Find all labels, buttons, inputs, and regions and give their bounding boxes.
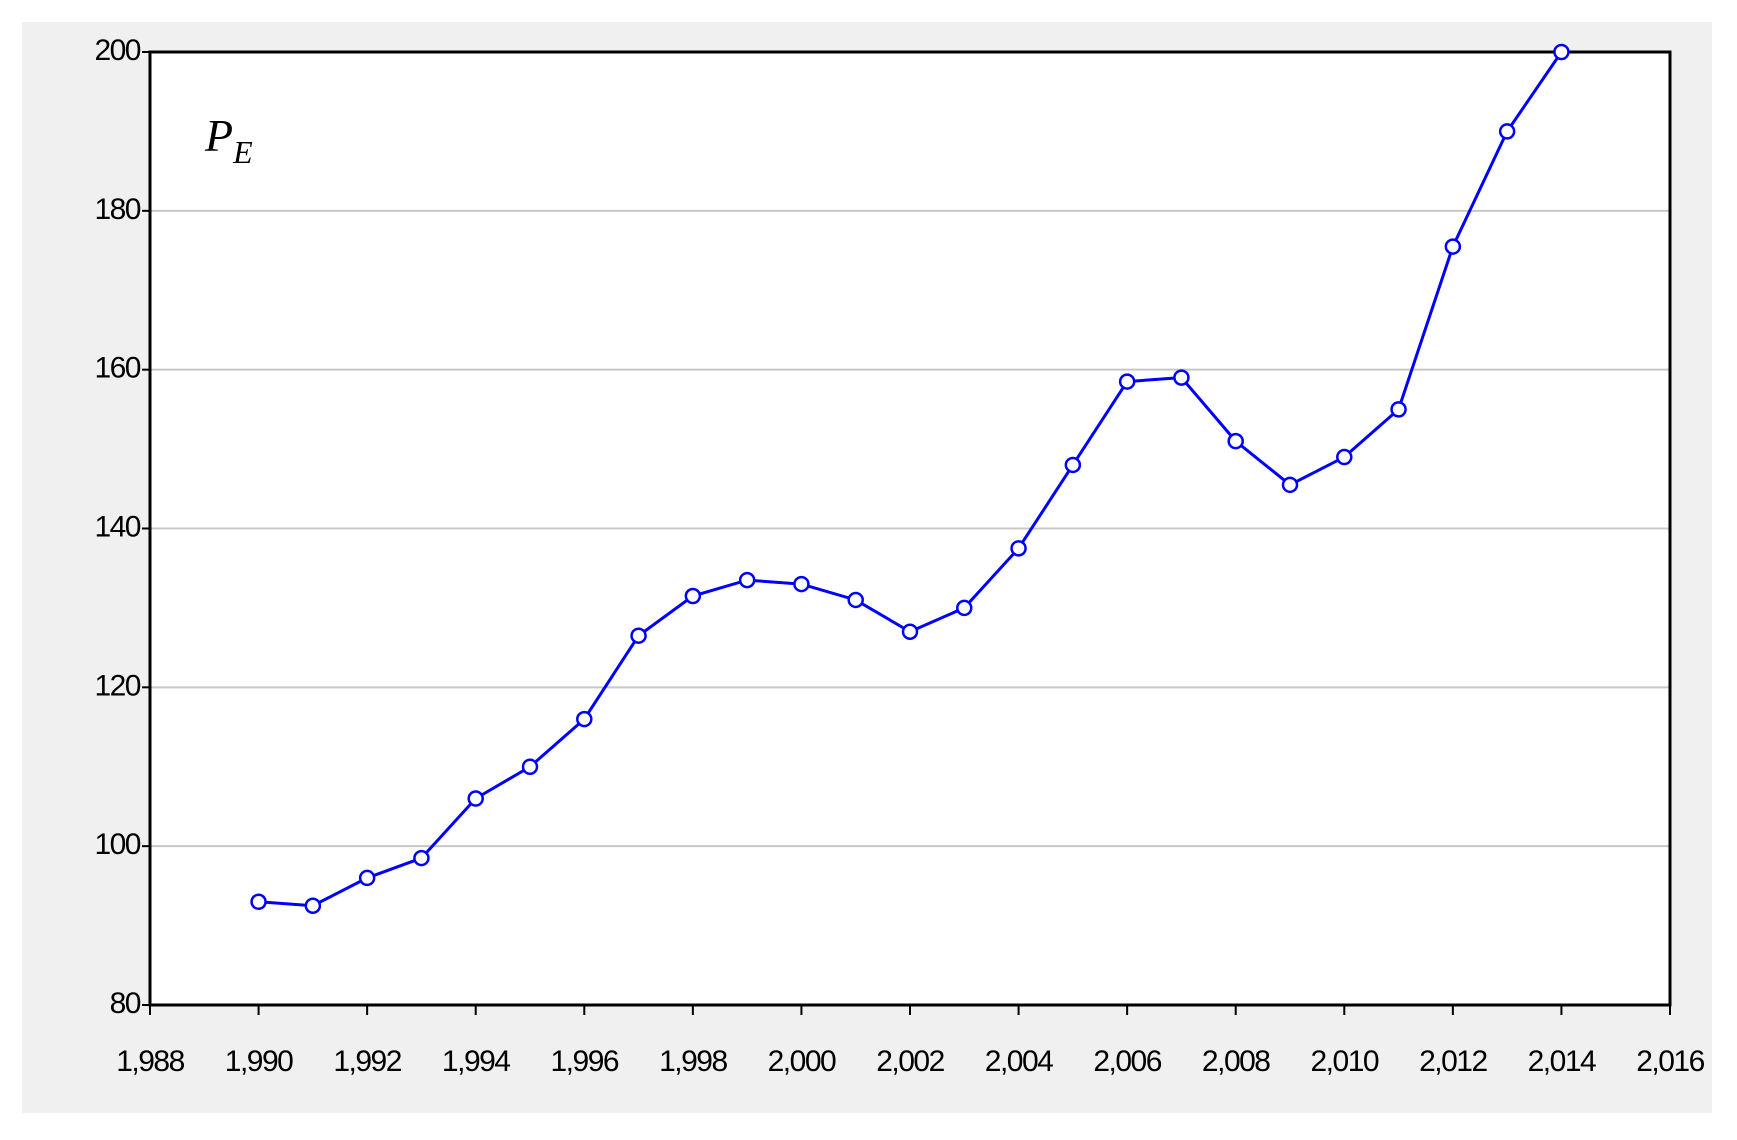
data-point: [1281, 476, 1299, 494]
x-tick-label: 2,012: [1419, 1045, 1487, 1078]
data-point: [1227, 432, 1244, 450]
data-point: [1336, 448, 1353, 466]
y-tick-label: 140: [94, 510, 140, 543]
x-tick-label: 1,992: [333, 1045, 401, 1078]
annotation-text: P: [204, 110, 233, 161]
x-tick-label: 1,988: [116, 1045, 184, 1078]
data-point: [684, 587, 702, 605]
data-point: [413, 849, 430, 867]
data-point: [738, 571, 756, 589]
data-point: [793, 575, 810, 593]
y-tick-label: 160: [94, 352, 140, 385]
x-tick-label: 2,008: [1202, 1045, 1270, 1078]
data-point: [1173, 369, 1190, 386]
x-tick-label: 2,002: [876, 1045, 944, 1078]
x-tick-label: 2,016: [1636, 1045, 1704, 1078]
data-point: [956, 599, 973, 617]
data-point: [576, 710, 593, 728]
x-tick-label: 1,998: [659, 1045, 727, 1078]
data-point: [1498, 123, 1516, 140]
data-point: [630, 627, 647, 644]
data-point: [467, 790, 484, 807]
x-tick-label: 1,996: [550, 1045, 618, 1078]
data-point: [304, 897, 322, 914]
x-tick-label: 2,014: [1528, 1045, 1596, 1078]
x-tick-label: 2,010: [1310, 1045, 1378, 1078]
x-tick-label: 2,004: [985, 1045, 1053, 1078]
x-tick-label: 2,006: [1093, 1045, 1161, 1078]
x-tick-label: 2,000: [768, 1045, 836, 1078]
data-point: [1444, 238, 1462, 255]
data-point: [1064, 456, 1082, 474]
annotation: PE: [204, 110, 253, 171]
y-tick-label: 200: [94, 34, 140, 67]
data-point: [1118, 373, 1136, 390]
y-tick-label: 120: [94, 669, 140, 702]
data-point: [358, 869, 376, 887]
data-point: [901, 623, 919, 640]
data-point: [250, 893, 267, 911]
x-tick-label: 1,990: [225, 1045, 293, 1078]
y-tick-label: 80: [110, 987, 141, 1020]
y-tick-label: 100: [94, 828, 140, 861]
y-tick-label: 180: [94, 193, 140, 226]
x-tick-label: 1,994: [442, 1045, 510, 1078]
data-point: [1010, 540, 1027, 557]
annotation-subscript: E: [232, 134, 253, 170]
data-point: [847, 591, 864, 609]
data-point: [1553, 43, 1570, 61]
data-point: [1390, 401, 1407, 418]
data-point: [521, 758, 539, 775]
